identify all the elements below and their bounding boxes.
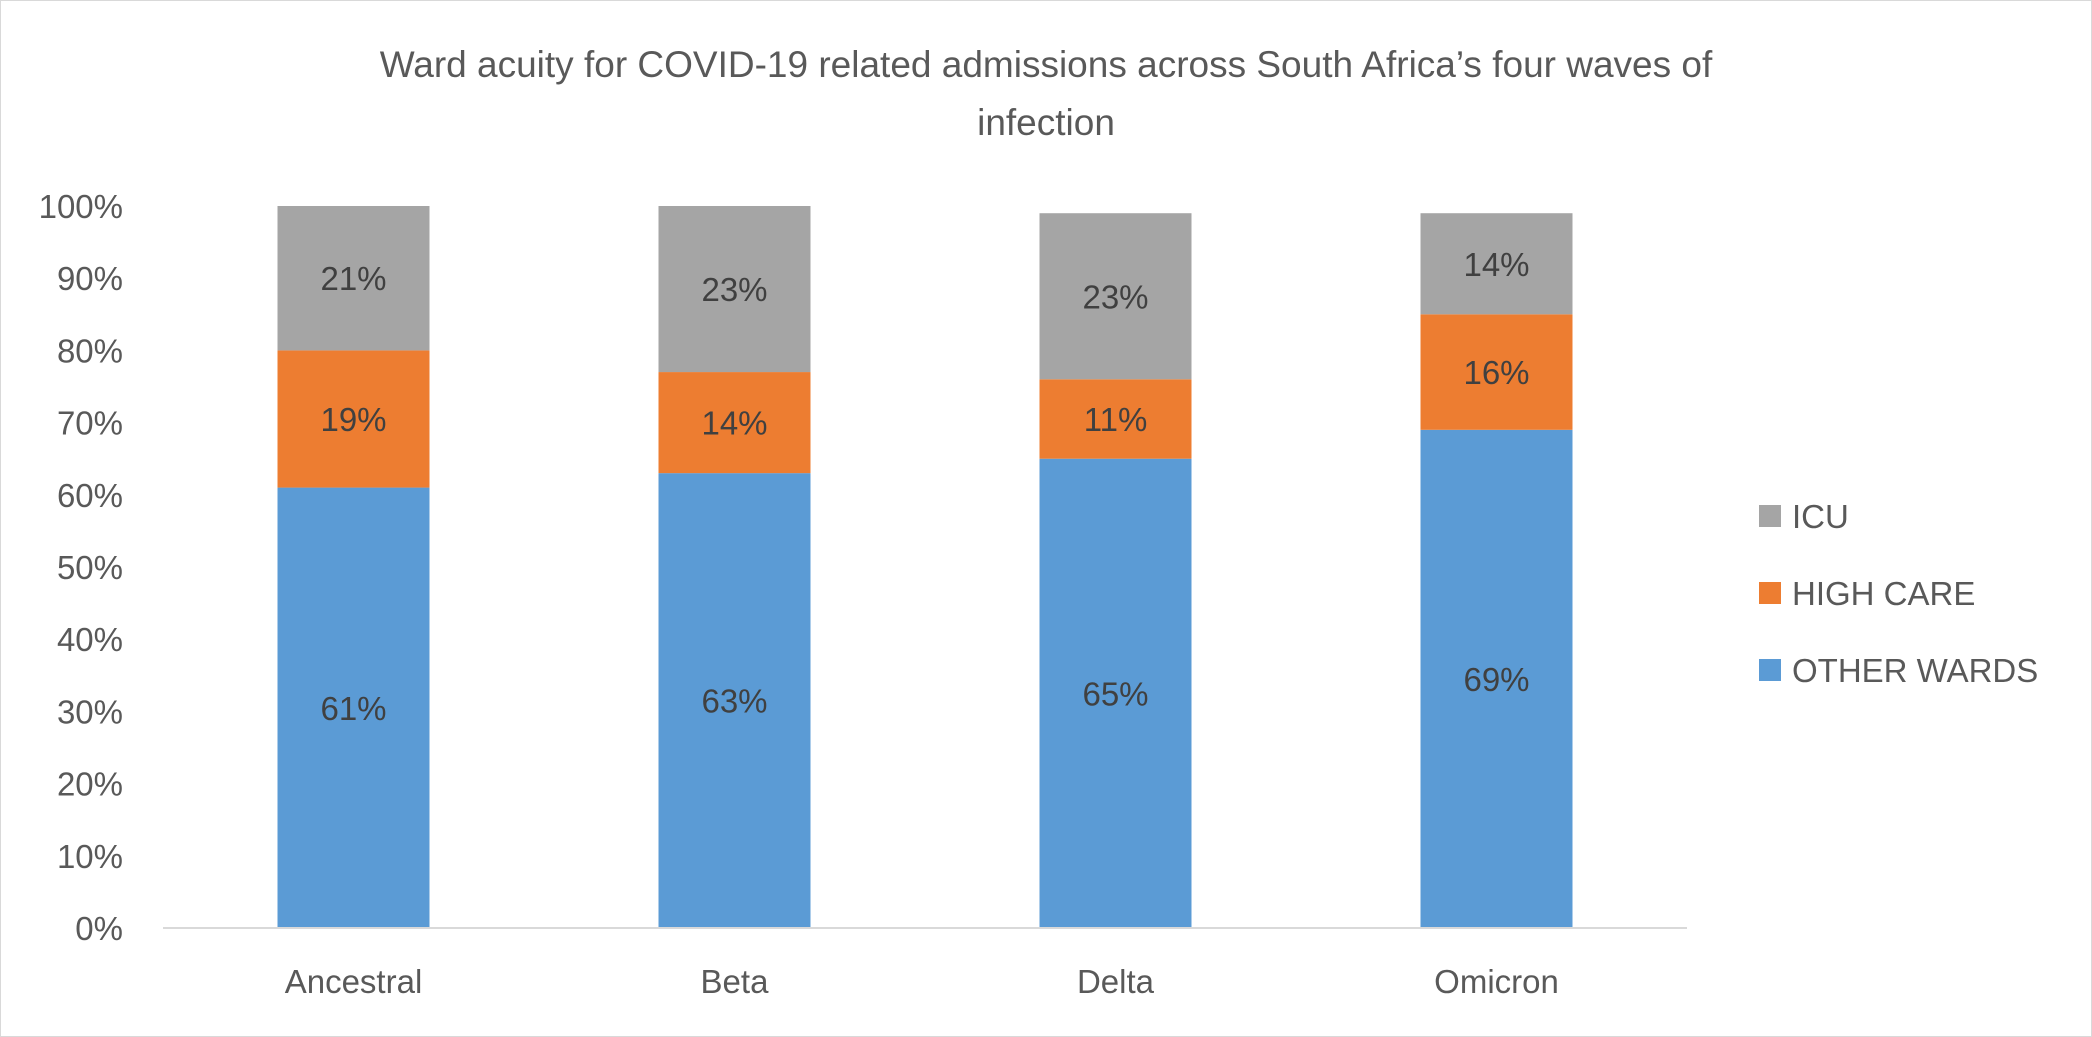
legend-label: HIGH CARE — [1792, 575, 1975, 612]
chart-title-line-1: Ward acuity for COVID-19 related admissi… — [380, 44, 1713, 85]
data-label: 63% — [701, 683, 767, 720]
data-label: 21% — [320, 260, 386, 297]
bar-segment-icu — [277, 206, 430, 351]
legend-swatch-high-care — [1759, 582, 1781, 604]
bar-segment-other-wards — [658, 473, 811, 928]
bar-segment-high-care — [1420, 314, 1573, 430]
data-label: 23% — [1082, 278, 1148, 315]
y-tick-label: 0% — [75, 910, 123, 947]
legend-swatch-icu — [1759, 505, 1781, 527]
data-label: 14% — [1463, 246, 1529, 283]
y-axis: 0% 10% 20% 30% 40% 50% 60% 70% 80% 90% 100% — [39, 188, 123, 947]
bar-segment-other-wards — [1420, 429, 1573, 928]
bars — [277, 206, 1573, 928]
data-label: 23% — [701, 271, 767, 308]
data-label: 16% — [1463, 354, 1529, 391]
data-label: 19% — [320, 401, 386, 438]
y-tick-label: 50% — [57, 549, 123, 586]
legend-label: ICU — [1792, 498, 1849, 535]
x-tick-label: Delta — [1077, 963, 1155, 1000]
y-tick-label: 30% — [57, 693, 123, 730]
data-label: 69% — [1463, 661, 1529, 698]
bar-segment-icu — [1420, 213, 1573, 315]
bar-segment-high-care — [1039, 379, 1192, 459]
bar-segment-other-wards — [277, 487, 430, 928]
data-label: 11% — [1084, 401, 1148, 438]
bar-segment-other-wards — [1039, 458, 1192, 928]
bar-segment-high-care — [658, 372, 811, 474]
x-tick-label: Omicron — [1434, 963, 1559, 1000]
data-label: 65% — [1082, 675, 1148, 712]
y-tick-label: 100% — [39, 188, 123, 225]
x-tick-label: Beta — [701, 963, 770, 1000]
y-tick-label: 40% — [57, 621, 123, 658]
bar-segment-icu — [658, 206, 811, 373]
chart-title: Ward acuity for COVID-19 related admissi… — [380, 44, 1713, 143]
y-tick-label: 80% — [57, 332, 123, 369]
x-tick-label: Ancestral — [285, 963, 423, 1000]
data-label: 14% — [701, 405, 767, 442]
y-tick-label: 60% — [57, 477, 123, 514]
legend-swatch-other-wards — [1759, 659, 1781, 681]
data-label: 61% — [320, 690, 386, 727]
bar-segment-icu — [1039, 213, 1192, 380]
y-tick-label: 90% — [57, 260, 123, 297]
legend-label: OTHER WARDS — [1792, 652, 2038, 689]
x-axis: Ancestral Beta Delta Omicron — [285, 963, 1559, 1000]
legend: ICU HIGH CARE OTHER WARDS — [1759, 498, 2038, 689]
y-tick-label: 10% — [57, 838, 123, 875]
y-tick-label: 70% — [57, 405, 123, 442]
chart-title-line-2: infection — [977, 102, 1115, 143]
data-labels: 61% 19% 21% 63% 14% 23% 65% 11% 23% 69% 16% 14% — [320, 246, 1529, 727]
y-tick-label: 20% — [57, 766, 123, 803]
bar-segment-high-care — [277, 350, 430, 488]
